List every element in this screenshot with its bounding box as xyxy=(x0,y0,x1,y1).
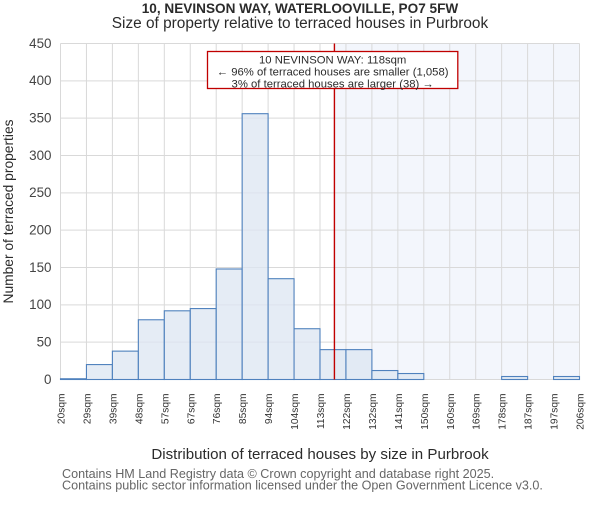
svg-text:122sqm: 122sqm xyxy=(342,394,353,430)
svg-text:450: 450 xyxy=(29,36,51,51)
svg-text:Number of terraced properties: Number of terraced properties xyxy=(1,119,16,303)
svg-text:197sqm: 197sqm xyxy=(550,394,561,430)
svg-text:29sqm: 29sqm xyxy=(82,394,93,425)
svg-text:187sqm: 187sqm xyxy=(524,394,535,430)
svg-text:← 96% of terraced houses are s: ← 96% of terraced houses are smaller (1,… xyxy=(217,67,449,79)
svg-text:50: 50 xyxy=(37,334,52,349)
svg-text:169sqm: 169sqm xyxy=(472,394,483,430)
svg-text:57sqm: 57sqm xyxy=(160,394,171,425)
svg-text:0: 0 xyxy=(44,372,51,387)
svg-text:200: 200 xyxy=(29,222,51,237)
svg-text:Size of property relative to t: Size of property relative to terraced ho… xyxy=(112,15,489,32)
svg-text:85sqm: 85sqm xyxy=(238,394,249,425)
svg-text:132sqm: 132sqm xyxy=(368,394,379,430)
svg-text:150sqm: 150sqm xyxy=(420,394,431,430)
svg-text:20sqm: 20sqm xyxy=(57,394,68,425)
svg-text:10 NEVINSON WAY: 118sqm: 10 NEVINSON WAY: 118sqm xyxy=(259,55,406,67)
svg-text:141sqm: 141sqm xyxy=(394,394,405,430)
svg-text:113sqm: 113sqm xyxy=(316,394,327,430)
svg-text:3% of terraced houses are larg: 3% of terraced houses are larger (38) → xyxy=(232,79,434,91)
svg-text:206sqm: 206sqm xyxy=(576,394,587,430)
svg-text:400: 400 xyxy=(29,73,51,88)
svg-text:48sqm: 48sqm xyxy=(134,394,145,425)
svg-text:94sqm: 94sqm xyxy=(264,394,275,425)
svg-text:Distribution of terraced house: Distribution of terraced houses by size … xyxy=(151,446,489,463)
svg-text:67sqm: 67sqm xyxy=(186,394,197,425)
svg-text:150: 150 xyxy=(29,260,51,275)
svg-text:10, NEVINSON WAY, WATERLOOVILL: 10, NEVINSON WAY, WATERLOOVILLE, PO7 5FW xyxy=(142,1,459,16)
svg-text:160sqm: 160sqm xyxy=(446,394,457,430)
svg-text:100: 100 xyxy=(29,297,51,312)
svg-text:178sqm: 178sqm xyxy=(498,394,509,430)
svg-text:39sqm: 39sqm xyxy=(108,394,119,425)
svg-text:76sqm: 76sqm xyxy=(212,394,223,425)
svg-text:250: 250 xyxy=(29,185,51,200)
svg-text:350: 350 xyxy=(29,110,51,125)
svg-text:300: 300 xyxy=(29,148,51,163)
svg-text:104sqm: 104sqm xyxy=(290,394,301,430)
svg-text:Contains public sector informa: Contains public sector information licen… xyxy=(62,479,543,493)
